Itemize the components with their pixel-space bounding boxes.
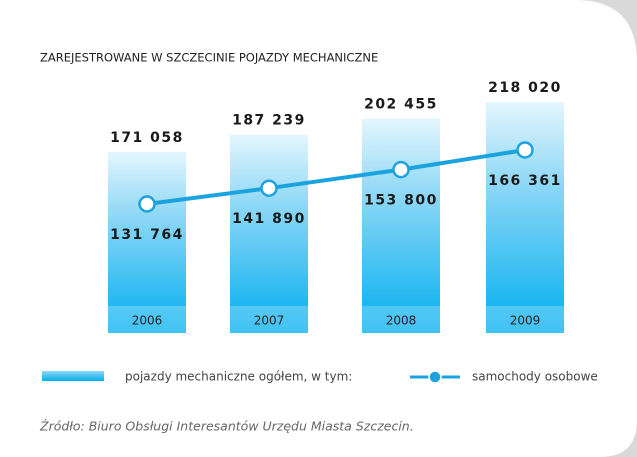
source-note: Źródło: Biuro Obsługi Interesantów Urzęd… — [39, 419, 414, 434]
bar — [108, 151, 186, 333]
bar — [362, 118, 440, 334]
line — [146, 148, 526, 206]
line-value-label: 141 890 — [232, 211, 306, 227]
year-band — [108, 306, 186, 333]
bar — [230, 134, 308, 333]
x-tick-label: 2006 — [132, 314, 163, 328]
x-tick-label: 2007 — [254, 314, 285, 328]
bar — [486, 102, 564, 333]
legend-bar-swatch — [42, 371, 104, 381]
year-band — [362, 306, 440, 333]
x-tick-label: 2008 — [386, 314, 417, 328]
year-band — [230, 306, 308, 333]
line-value-label: 131 764 — [110, 227, 184, 243]
legend-label: samochody osobowe — [472, 370, 598, 384]
line-marker — [260, 179, 278, 197]
x-tick-label: 2009 — [510, 314, 541, 328]
year-band — [486, 306, 564, 333]
bar-value-label: 218 020 — [488, 80, 562, 96]
legend-line-marker — [428, 370, 442, 384]
line-marker — [516, 141, 534, 159]
line-marker — [138, 195, 156, 213]
bar-value-label: 171 058 — [110, 130, 184, 146]
line-value-label: 166 361 — [488, 173, 562, 189]
line-marker — [392, 160, 410, 179]
line-value-label: 153 800 — [364, 193, 438, 209]
legend-label: pojazdy mechaniczne ogółem, w tym: — [125, 370, 352, 384]
chart-title: ZAREJESTROWANE W SZCZECINIE POJAZDY MECH… — [40, 51, 378, 65]
bar-value-label: 202 455 — [364, 96, 438, 112]
bar-value-label: 187 239 — [232, 113, 306, 129]
